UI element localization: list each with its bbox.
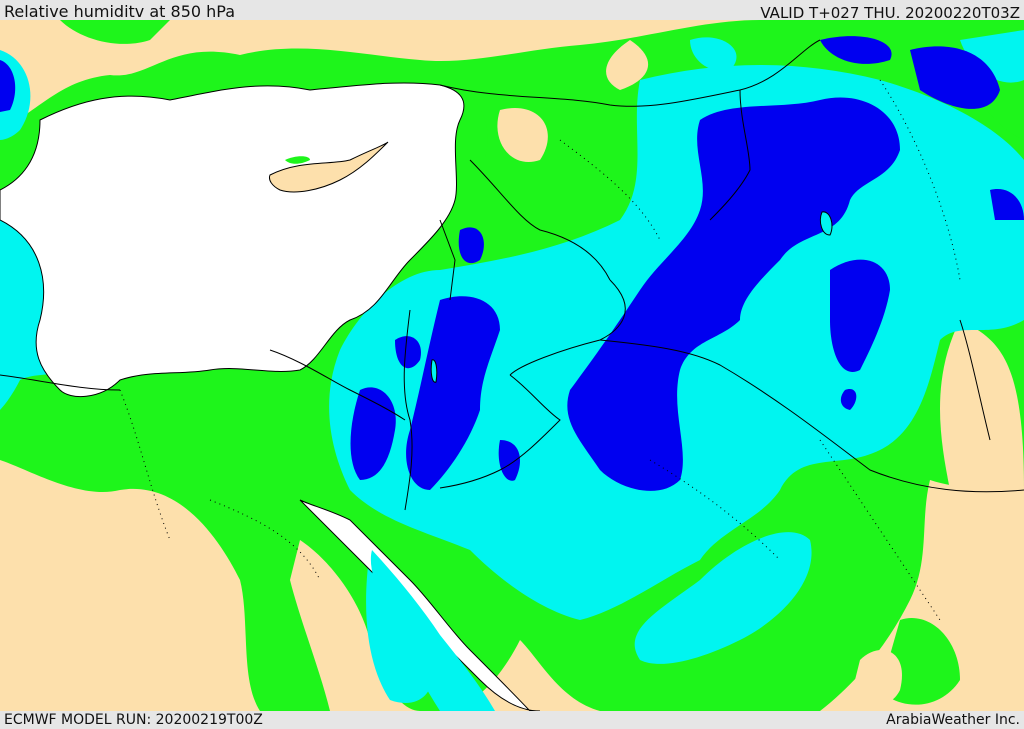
red-sea-cyan xyxy=(370,550,495,711)
dry-land-patches xyxy=(0,40,1024,711)
lake-urmia xyxy=(819,211,833,236)
cyprus-island xyxy=(269,141,389,193)
admin-lines xyxy=(119,79,961,621)
country-borders xyxy=(0,39,1024,511)
credit-label: ArabiaWeather Inc. xyxy=(886,712,1020,728)
header-bar: Relative humiditv at 850 hPa VALID T+027… xyxy=(0,0,1024,22)
cyprus-green xyxy=(285,156,310,164)
map-title: Relative humiditv at 850 hPa xyxy=(4,2,236,21)
model-run-label: ECMWF MODEL RUN: 20200219T00Z xyxy=(4,712,263,728)
valid-time: VALID T+027 THU. 20200220T03Z xyxy=(760,4,1020,22)
dead-sea xyxy=(430,359,438,383)
humidity-map xyxy=(0,20,1024,711)
footer-bar: ECMWF MODEL RUN: 20200219T00Z ArabiaWeat… xyxy=(0,711,1024,729)
rh-blue-layer xyxy=(0,36,1024,491)
